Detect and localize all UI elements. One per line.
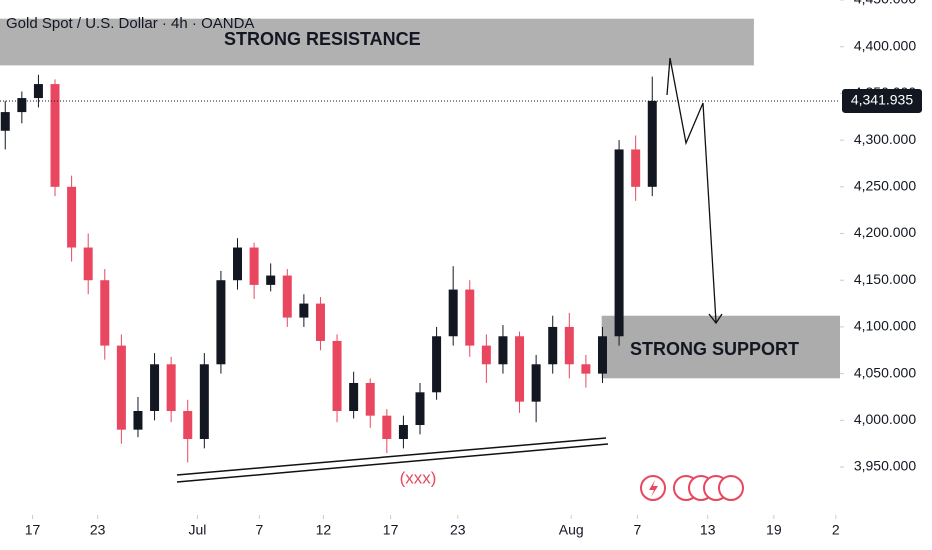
candle-body bbox=[465, 289, 475, 346]
y-tick-label: 4,250.000 bbox=[854, 178, 916, 194]
candle-body bbox=[498, 336, 508, 365]
x-tick-label: 23 bbox=[90, 522, 106, 538]
candle-body bbox=[199, 364, 209, 440]
candle-body bbox=[216, 280, 226, 365]
candle-body bbox=[597, 336, 607, 374]
projection-arrow bbox=[708, 313, 723, 325]
candle-body bbox=[448, 289, 458, 337]
candle-body bbox=[614, 149, 624, 337]
y-tick-label: 4,000.000 bbox=[854, 411, 916, 427]
x-tick-label: 7 bbox=[633, 522, 641, 538]
candle-body bbox=[299, 303, 309, 318]
zone bbox=[601, 315, 840, 379]
y-tick-label: 4,200.000 bbox=[854, 224, 916, 240]
candle-body bbox=[365, 382, 375, 416]
trend-line bbox=[176, 443, 609, 483]
candle-body bbox=[631, 149, 641, 187]
candle-body bbox=[398, 425, 408, 440]
x-tick-label: 19 bbox=[766, 522, 782, 538]
y-tick-label: 4,150.000 bbox=[854, 271, 916, 287]
candle-body bbox=[481, 345, 491, 365]
candle-body bbox=[382, 415, 392, 440]
annotation: (xxx) bbox=[400, 468, 437, 487]
candle-body bbox=[282, 275, 292, 318]
icon-glyph bbox=[649, 480, 658, 497]
x-tick-label: 2 bbox=[832, 522, 840, 538]
x-tick-label: 7 bbox=[255, 522, 263, 538]
candle-body bbox=[581, 364, 591, 374]
candle-body bbox=[548, 326, 558, 365]
zone-label: STRONG RESISTANCE bbox=[224, 29, 421, 49]
candle-body bbox=[266, 275, 276, 285]
candle-body bbox=[33, 84, 43, 99]
x-tick-label: 23 bbox=[450, 522, 466, 538]
event-icon[interactable] bbox=[718, 475, 744, 501]
y-tick-label: 4,300.000 bbox=[854, 131, 916, 147]
projection-path bbox=[666, 57, 717, 323]
candle-body bbox=[50, 84, 60, 187]
zone-label: STRONG SUPPORT bbox=[630, 339, 799, 359]
x-tick-label: 17 bbox=[383, 522, 399, 538]
candle-body bbox=[515, 336, 525, 402]
y-tick-label: 4,450.000 bbox=[854, 0, 916, 7]
candle-body bbox=[332, 340, 342, 411]
candle-body bbox=[116, 345, 126, 430]
y-tick-label: 4,050.000 bbox=[854, 364, 916, 380]
event-icons[interactable] bbox=[640, 475, 744, 501]
x-tick-label: Jul bbox=[188, 522, 206, 538]
y-tick-label: 4,400.000 bbox=[854, 37, 916, 53]
candle-body bbox=[315, 303, 325, 341]
y-tick-label: 3,950.000 bbox=[854, 458, 916, 474]
last-price-label: 4,341.935 bbox=[851, 92, 913, 108]
candle-body bbox=[647, 100, 657, 187]
candle-body bbox=[249, 247, 259, 285]
last-price-box bbox=[842, 88, 922, 113]
zone bbox=[0, 18, 754, 66]
candle-body bbox=[415, 392, 425, 425]
x-tick-label: Aug bbox=[559, 522, 584, 538]
x-tick-label: 17 bbox=[25, 522, 41, 538]
trend-line bbox=[176, 437, 607, 476]
candle-body bbox=[83, 247, 93, 281]
candle-body bbox=[166, 364, 176, 411]
candle-body bbox=[150, 364, 160, 411]
candle-body bbox=[233, 247, 243, 281]
candle-body bbox=[349, 382, 359, 411]
x-tick-label: 13 bbox=[700, 522, 716, 538]
chart-title: Gold Spot / U.S. Dollar · 4h · OANDA bbox=[6, 15, 254, 32]
candle-body bbox=[67, 186, 77, 248]
candle-body bbox=[564, 326, 574, 365]
candle-body bbox=[432, 336, 442, 393]
x-tick-label: 12 bbox=[316, 522, 332, 538]
candle-body bbox=[183, 410, 193, 440]
candle-body bbox=[531, 364, 541, 402]
candle-body bbox=[100, 280, 110, 346]
candle-body bbox=[17, 98, 27, 113]
y-tick-label: 4,100.000 bbox=[854, 318, 916, 334]
candle-body bbox=[133, 410, 143, 430]
candle-body bbox=[0, 112, 10, 131]
